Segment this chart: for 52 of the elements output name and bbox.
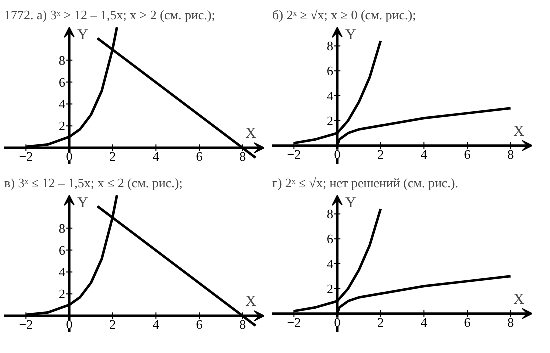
x-tick-label: 8 [508,314,514,330]
x-tick-label: 2 [378,314,384,330]
y-tick-label: 8 [327,206,334,222]
x-tick-label: 4 [420,146,428,162]
x-tick-label: −2 [287,146,302,162]
y-tick-label: 8 [327,38,334,54]
x-tick-label: 6 [196,317,204,332]
x-tick-label: 6 [196,149,204,164]
chart-title: б) 2ˣ ≥ √x; x ≥ 0 (см. рис.); [272,8,416,22]
x-tick-label: 4 [152,317,160,332]
y-tick-label: 2 [327,281,334,296]
x-tick-label: 0 [334,146,341,162]
x-axis-title: X [246,126,257,142]
x-tick-label: 0 [66,317,73,332]
x-tick-label: 4 [420,314,428,330]
y-tick-label: 8 [59,52,66,68]
chart-title: 1772. а) 3ˣ > 12 – 1,5x; x > 2 (см. рис.); [4,8,216,22]
x-axis-title: X [246,294,257,310]
x-tick-label: −2 [19,149,34,164]
x-tick-label: 2 [378,146,384,162]
x-tick-label: 2 [110,317,116,332]
x-axis-title: X [514,124,525,140]
y-tick-label: 4 [59,264,66,280]
x-tick-label: 8 [508,146,514,162]
y-tick-label: 4 [59,96,66,112]
x-tick-label: −2 [287,314,302,330]
y-tick-label: 8 [59,220,66,236]
chart-title: в) 3ˣ ≤ 12 – 1,5x; x ≤ 2 (см. рис.); [4,176,183,190]
x-tick-label: 6 [464,146,472,162]
x-tick-label: 4 [152,149,160,164]
x-axis-title: X [514,292,525,308]
x-tick-label: 0 [66,149,73,164]
x-tick-label: 0 [334,314,341,330]
y-axis-title: Y [346,28,356,44]
x-tick-label: −2 [19,317,34,332]
chart-title: г) 2ˣ ≤ √x; нет решений (см. рис.). [272,176,459,190]
y-tick-label: 6 [327,64,334,79]
y-axis-title: Y [78,196,88,212]
y-axis-title: Y [346,196,356,212]
y-axis-title: Y [78,28,88,44]
y-tick-label: 2 [59,286,66,302]
x-tick-label: 8 [240,317,246,332]
y-tick-label: 4 [327,256,334,272]
y-tick-label: 2 [327,113,334,128]
x-tick-label: 8 [240,149,246,164]
y-tick-label: 4 [327,88,334,104]
x-tick-label: 2 [110,149,116,164]
y-tick-label: 6 [327,232,334,247]
y-tick-label: 2 [59,118,66,134]
y-tick-label: 6 [59,74,66,90]
x-tick-label: 6 [464,314,472,330]
y-tick-label: 6 [59,242,66,258]
